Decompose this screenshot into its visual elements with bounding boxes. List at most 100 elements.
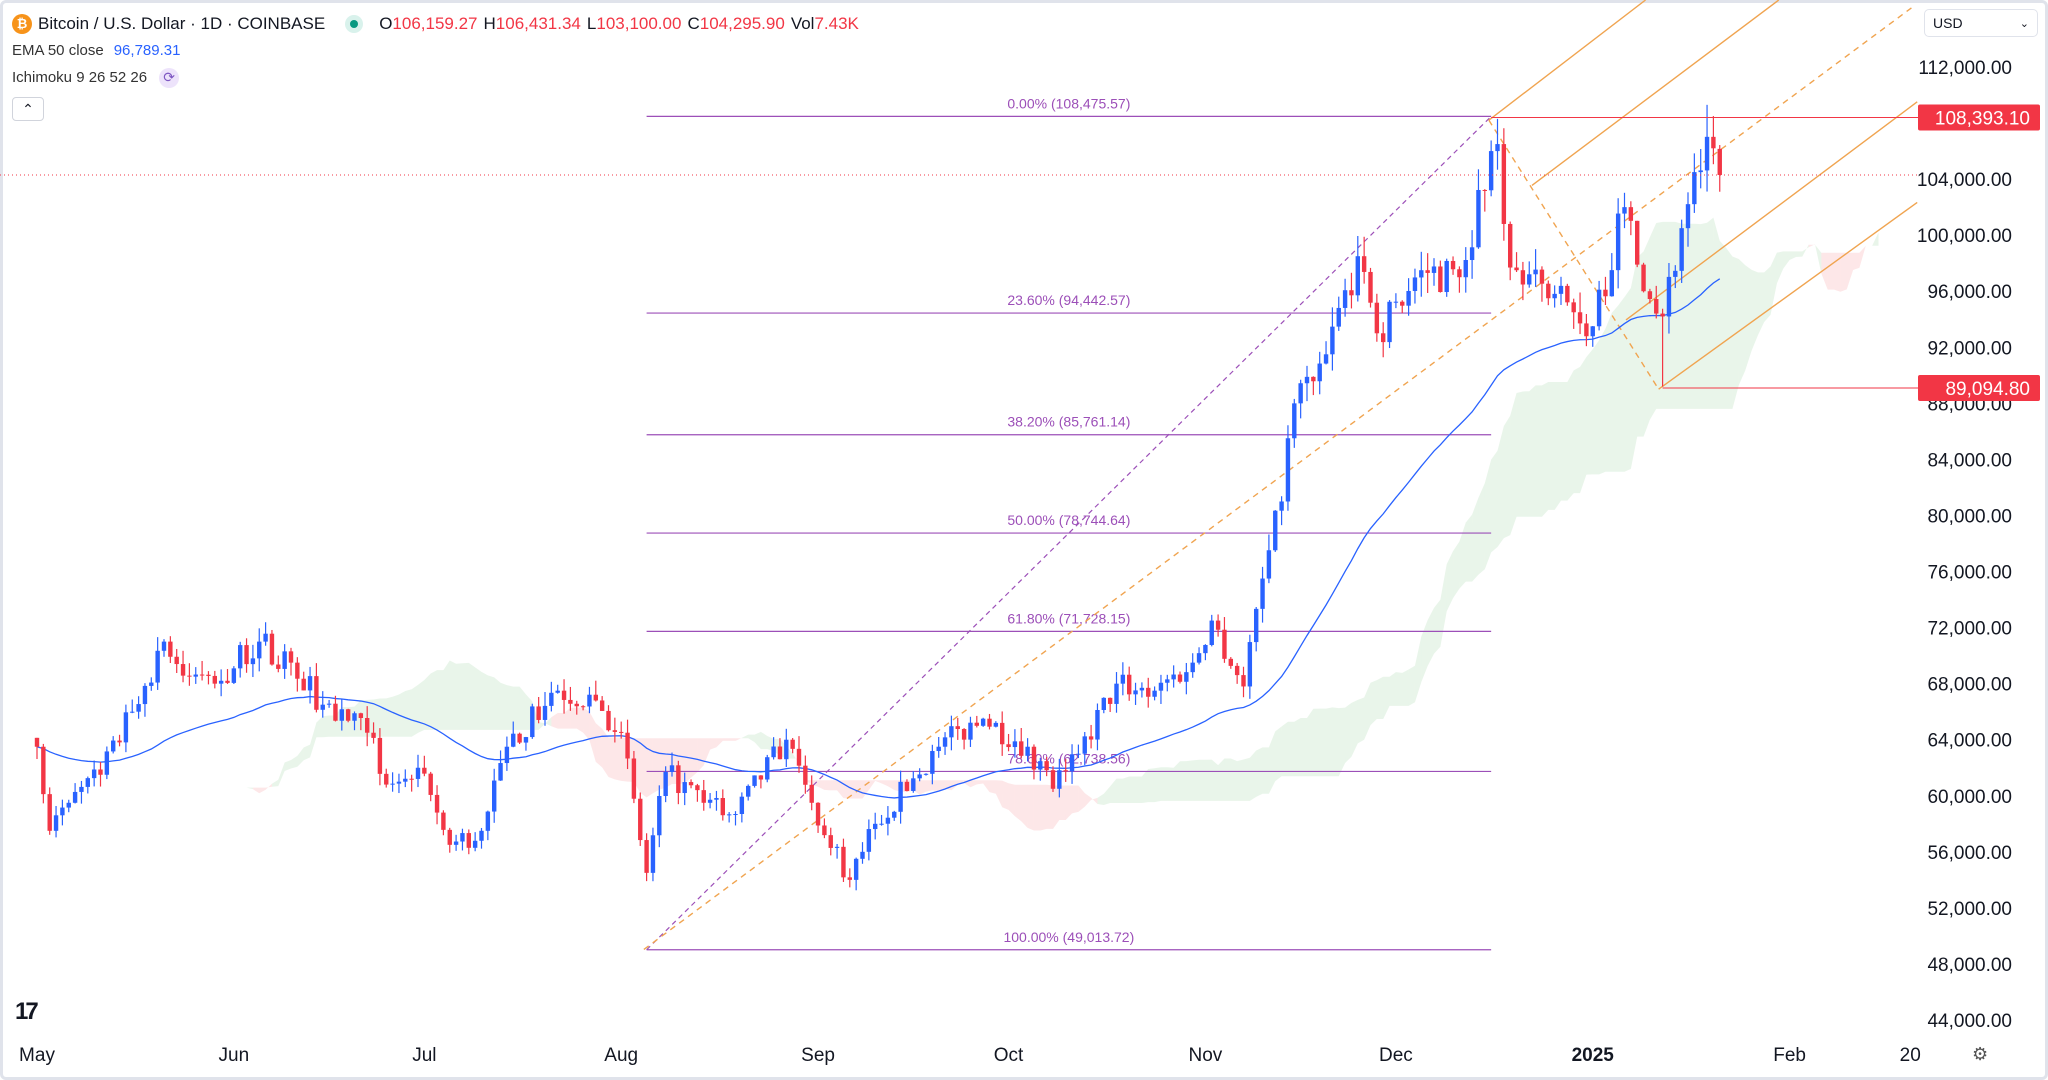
candle <box>1609 253 1614 297</box>
cloud-segment <box>1116 778 1123 803</box>
candle-body <box>1539 269 1545 284</box>
cloud-segment <box>576 707 584 733</box>
candle-body <box>1209 620 1214 645</box>
cloud-segment <box>830 780 838 791</box>
candle-body <box>98 769 103 775</box>
candle-body <box>1114 683 1119 704</box>
cloud-segment <box>310 722 317 758</box>
candle-body <box>1501 144 1507 224</box>
candle-body <box>1368 271 1373 303</box>
candle <box>841 838 846 882</box>
candle <box>1127 666 1132 701</box>
symbol-title[interactable]: Bitcoin / U.S. Dollar · 1D · COINBASE <box>38 13 326 33</box>
price-label-bg <box>1918 375 2040 402</box>
candle <box>352 711 357 731</box>
cloud-segment <box>1186 760 1193 801</box>
y-tick-label: 84,000.00 <box>1927 450 2012 471</box>
candle-body <box>320 704 325 710</box>
cloud-segment <box>1408 665 1415 706</box>
candle-body <box>790 739 795 749</box>
candle <box>123 704 129 753</box>
axes: 112,000.00 104,000.00 100,000.00 96,000.00 9… <box>0 58 2040 1066</box>
x-tick-label: 2025 <box>1572 1045 1615 1066</box>
cloud-segment <box>1472 497 1479 582</box>
cloud-segment <box>970 780 977 788</box>
candle-body <box>593 694 598 701</box>
candle-body <box>288 651 294 663</box>
candle-body <box>1412 277 1418 291</box>
cloud-segment <box>614 737 622 781</box>
candle-body <box>1006 744 1011 748</box>
cloud-segment <box>1300 718 1307 777</box>
candle-body <box>1387 301 1392 343</box>
market-status-icon[interactable] <box>345 14 364 33</box>
cloud-segment <box>1338 707 1346 777</box>
cloud-segment <box>1548 382 1555 510</box>
candle-body <box>1685 204 1691 229</box>
candle-body <box>574 703 579 707</box>
cloud-segment <box>297 747 304 767</box>
candle-body <box>1266 550 1272 579</box>
candle <box>1660 308 1665 387</box>
candle-body <box>1419 270 1424 278</box>
candle-body <box>1603 289 1608 297</box>
candle-body <box>1088 736 1094 740</box>
cloud-segment <box>1078 785 1085 812</box>
candle <box>688 779 694 789</box>
candle-body <box>1063 770 1068 772</box>
currency-select[interactable]: USD ⌄ <box>1924 9 2038 37</box>
candle-body <box>1304 376 1310 384</box>
cloud-segment <box>862 780 869 799</box>
candle <box>314 663 319 713</box>
candle-body <box>238 645 243 669</box>
candle <box>1241 666 1246 698</box>
bitcoin-icon: ₿ <box>12 13 32 34</box>
candle-body <box>142 685 148 705</box>
candle-body <box>707 799 713 803</box>
candle-body <box>504 746 510 764</box>
candle <box>1317 351 1322 395</box>
settings-icon[interactable]: ⚙ <box>1972 1044 1989 1064</box>
candle <box>1260 566 1265 623</box>
candle <box>1508 221 1513 281</box>
candle-body <box>1381 333 1386 343</box>
candle-body <box>549 692 554 706</box>
candle <box>1171 665 1176 688</box>
cloud-segment <box>456 663 463 730</box>
candle-body <box>619 731 624 733</box>
sync-icon[interactable]: ⟳ <box>159 67 180 88</box>
candle-body <box>434 794 440 813</box>
ema-label[interactable]: EMA 50 close <box>12 42 104 59</box>
candle-body <box>682 782 687 794</box>
candle <box>1647 288 1653 304</box>
candle-body <box>993 722 999 727</box>
cloud-segment <box>1129 776 1136 803</box>
cloud-segment <box>1738 259 1746 386</box>
candle <box>568 686 573 711</box>
candle <box>1387 300 1392 349</box>
candle <box>434 785 440 825</box>
cloud-segment <box>430 670 438 730</box>
candle-body <box>1400 301 1405 306</box>
collapse-legend-button[interactable]: ⌃ <box>12 97 44 121</box>
candle-body <box>123 712 129 743</box>
candle-body <box>949 726 954 738</box>
cloud-segment <box>1719 240 1727 409</box>
candle-body <box>1234 665 1240 676</box>
candle <box>1076 744 1081 759</box>
fib-level-label: 23.60% (94,442.57) <box>1007 292 1130 308</box>
y-tick-label: 72,000.00 <box>1927 619 2012 640</box>
candle <box>1349 272 1354 309</box>
ichimoku-label[interactable]: Ichimoku 9 26 52 26 <box>12 69 148 86</box>
candle-body <box>1495 144 1500 152</box>
candle <box>142 683 148 717</box>
candle-body <box>390 783 395 785</box>
cloud-segment <box>500 682 507 730</box>
candle <box>1342 278 1348 317</box>
ohlc-high: H106,431.34 <box>483 13 581 33</box>
cloud-segment <box>640 738 647 798</box>
candle <box>1476 169 1481 249</box>
cloud-segment <box>538 722 545 730</box>
candle <box>892 810 897 821</box>
